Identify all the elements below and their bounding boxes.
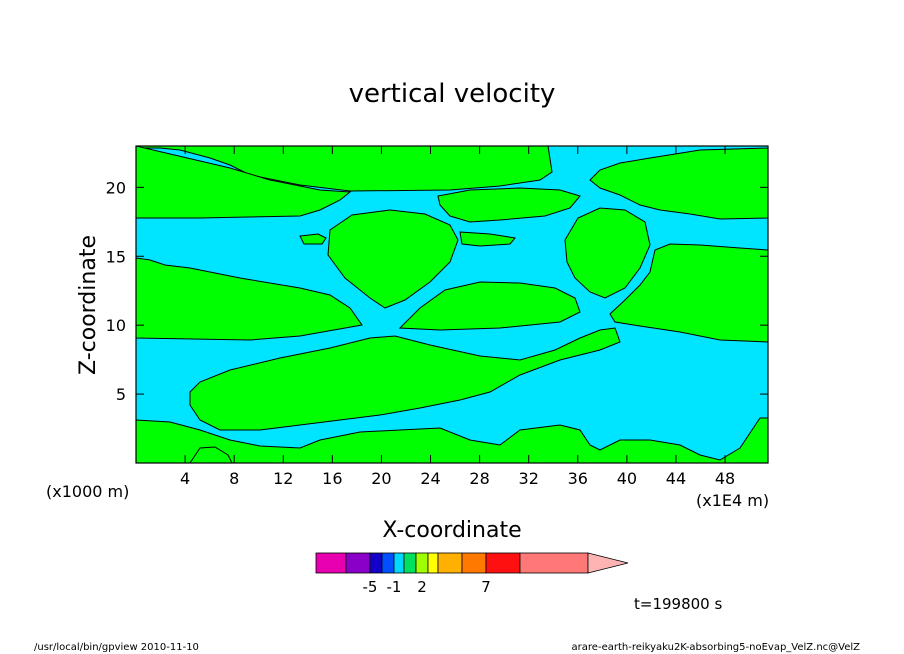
y-tick-label: 15 xyxy=(106,247,126,266)
colorbar-segment xyxy=(427,552,439,574)
colorbar-segment xyxy=(519,552,589,574)
x-tick-label: 28 xyxy=(469,469,489,488)
x-tick-label: 24 xyxy=(420,469,440,488)
colorbar-segment xyxy=(369,552,383,574)
y-axis-title: Z-coordinate xyxy=(76,235,101,375)
colorbar-tick-label: 2 xyxy=(417,578,427,596)
x-tick-label: 12 xyxy=(273,469,293,488)
positive-region xyxy=(437,187,581,223)
positive-region xyxy=(327,209,459,309)
y-tick-label: 10 xyxy=(106,316,126,335)
positive-region xyxy=(459,231,516,247)
positive-region xyxy=(589,146,768,220)
x-tick-label: 48 xyxy=(715,469,735,488)
positive-region xyxy=(299,233,327,245)
x-tick-label: 40 xyxy=(617,469,637,488)
x-axis-title: X-coordinate xyxy=(382,518,521,543)
colorbar-tick-label: 7 xyxy=(481,578,491,596)
y-axis: 5 10 15 20 xyxy=(106,178,768,404)
colorbar-segment xyxy=(415,552,429,574)
x-tick-label: 36 xyxy=(568,469,588,488)
x-tick-label: 44 xyxy=(666,469,686,488)
colorbar-arrow xyxy=(587,552,629,574)
footer-right: arare-earth-reikyaku2K-absorbing5-noEvap… xyxy=(572,642,861,653)
positive-region xyxy=(136,146,553,192)
positive-region xyxy=(136,146,352,219)
positive-region xyxy=(189,327,621,431)
x-tick-label: 20 xyxy=(371,469,391,488)
colorbar-segment xyxy=(403,552,417,574)
colorbar-segment xyxy=(381,552,395,574)
colorbar-tick-label: -1 xyxy=(387,578,402,596)
y-tick-label: 20 xyxy=(106,178,126,197)
x-tick-label: 4 xyxy=(180,469,190,488)
colorbar-segment xyxy=(461,552,487,574)
plot-frame xyxy=(135,145,769,464)
chart-title: vertical velocity xyxy=(349,79,556,109)
footer-left: /usr/local/bin/gpview 2010-11-10 xyxy=(34,642,199,653)
positive-regions xyxy=(136,146,768,463)
positive-region xyxy=(189,446,233,463)
x-tick-label: 16 xyxy=(322,469,342,488)
x-unit-label: (x1E4 m) xyxy=(696,491,769,510)
y-tick-label: 5 xyxy=(116,385,126,404)
colorbar-segment xyxy=(393,552,405,574)
colorbar-tick-label: -5 xyxy=(363,578,378,596)
colorbar-segment xyxy=(345,552,371,574)
x-tick-label: 8 xyxy=(229,469,239,488)
colorbar-segment xyxy=(485,552,521,574)
x-tick-label: 32 xyxy=(519,469,539,488)
positive-region xyxy=(398,281,581,331)
positive-region xyxy=(609,243,768,343)
positive-region xyxy=(136,417,768,463)
colorbar-segment xyxy=(437,552,463,574)
x-axis: 4 8 12 16 20 24 28 32 36 40 44 48 xyxy=(180,146,735,488)
colorbar-segment xyxy=(315,552,347,574)
positive-region xyxy=(136,257,363,341)
positive-region xyxy=(564,207,651,299)
time-label: t=199800 s xyxy=(634,595,722,613)
y-unit-label: (x1000 m) xyxy=(46,482,129,501)
colorbar: -5 -1 2 7 xyxy=(315,552,629,596)
